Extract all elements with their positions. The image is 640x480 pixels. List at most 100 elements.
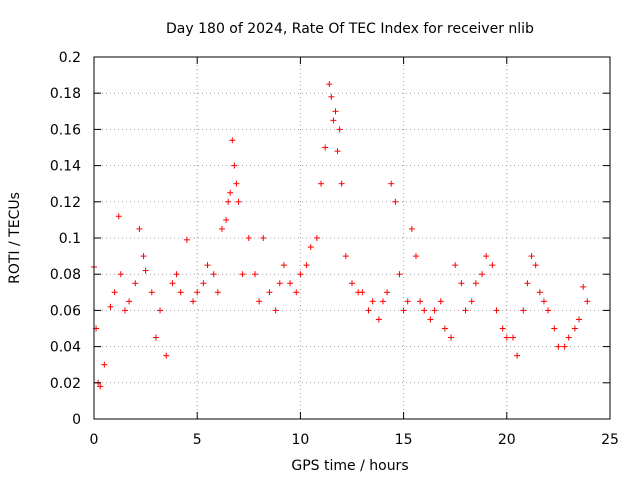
data-point [417,298,424,305]
y-tick-label: 0.12 [50,195,81,211]
data-points [91,81,591,390]
data-point [369,298,376,305]
data-point [101,361,108,368]
data-point [359,289,366,296]
data-point [551,325,558,332]
data-point [462,307,469,314]
data-point [276,280,283,287]
data-point [251,271,258,278]
data-point [148,289,155,296]
x-tick-label: 20 [498,432,516,448]
y-tick-label: 0.16 [50,122,81,138]
data-point [400,307,407,314]
y-tick-label: 0.08 [50,267,81,283]
data-point [266,289,273,296]
data-point [503,334,510,341]
data-point [177,289,184,296]
data-point [204,262,211,269]
data-point [520,307,527,314]
data-point [584,298,591,305]
data-point [412,253,419,260]
chart-title: Day 180 of 2024, Rate Of TEC Index for r… [166,21,534,37]
data-point [342,253,349,260]
data-point [499,325,506,332]
data-point [142,267,149,274]
data-point [441,325,448,332]
data-point [427,316,434,323]
data-point [392,198,399,205]
data-point [565,334,572,341]
data-point [297,271,304,278]
data-point [136,225,143,232]
data-point [452,262,459,269]
data-point [514,352,521,359]
data-point [330,117,337,124]
y-tick-label: 0.1 [59,231,81,247]
data-point [214,289,221,296]
data-point [229,137,236,144]
y-axis-title: ROTI / TECUs [7,192,23,284]
data-point [126,298,133,305]
data-point [561,343,568,350]
data-point [571,325,578,332]
data-point [334,148,341,155]
data-point [326,81,333,88]
x-tick-label: 10 [291,432,309,448]
data-point [468,298,475,305]
data-point [190,298,197,305]
data-point [260,235,267,241]
data-point [223,216,230,223]
data-point [194,289,201,296]
data-point [140,253,147,260]
data-point [303,262,310,269]
data-point [493,307,500,314]
data-point [121,307,128,314]
data-point [132,280,139,287]
data-point [408,225,415,232]
data-point [576,316,583,323]
data-point [483,253,490,260]
data-point [218,225,225,232]
data-point [169,280,176,287]
data-point [472,280,479,287]
data-point [233,180,240,187]
data-point [404,298,411,305]
data-point [431,307,438,314]
data-point [458,280,465,287]
data-point [107,303,114,310]
data-point [163,352,170,359]
data-point [328,93,335,100]
data-point [256,298,263,305]
data-point [239,271,246,278]
data-point [338,180,345,187]
data-point [489,262,496,269]
data-point [97,383,104,390]
data-point [318,180,325,187]
x-tick-label: 5 [193,432,202,448]
x-tick-label: 25 [601,432,619,448]
data-point [287,280,294,287]
data-point [509,334,516,341]
data-point [111,289,118,296]
data-point [227,189,234,196]
y-tick-label: 0.02 [50,376,81,392]
data-point [336,126,343,133]
data-point [245,235,252,241]
data-point [322,144,329,151]
data-point [479,271,486,278]
y-tick-label: 0 [72,412,81,428]
data-point [365,307,372,314]
data-point [524,280,531,287]
data-point [437,298,444,305]
data-point [307,244,314,251]
data-point [332,108,339,115]
data-point [115,213,122,220]
data-point [235,198,242,205]
data-point [379,298,386,305]
x-tick-label: 0 [90,432,99,448]
x-tick-label: 15 [395,432,413,448]
data-point [388,180,395,187]
data-point [545,307,552,314]
